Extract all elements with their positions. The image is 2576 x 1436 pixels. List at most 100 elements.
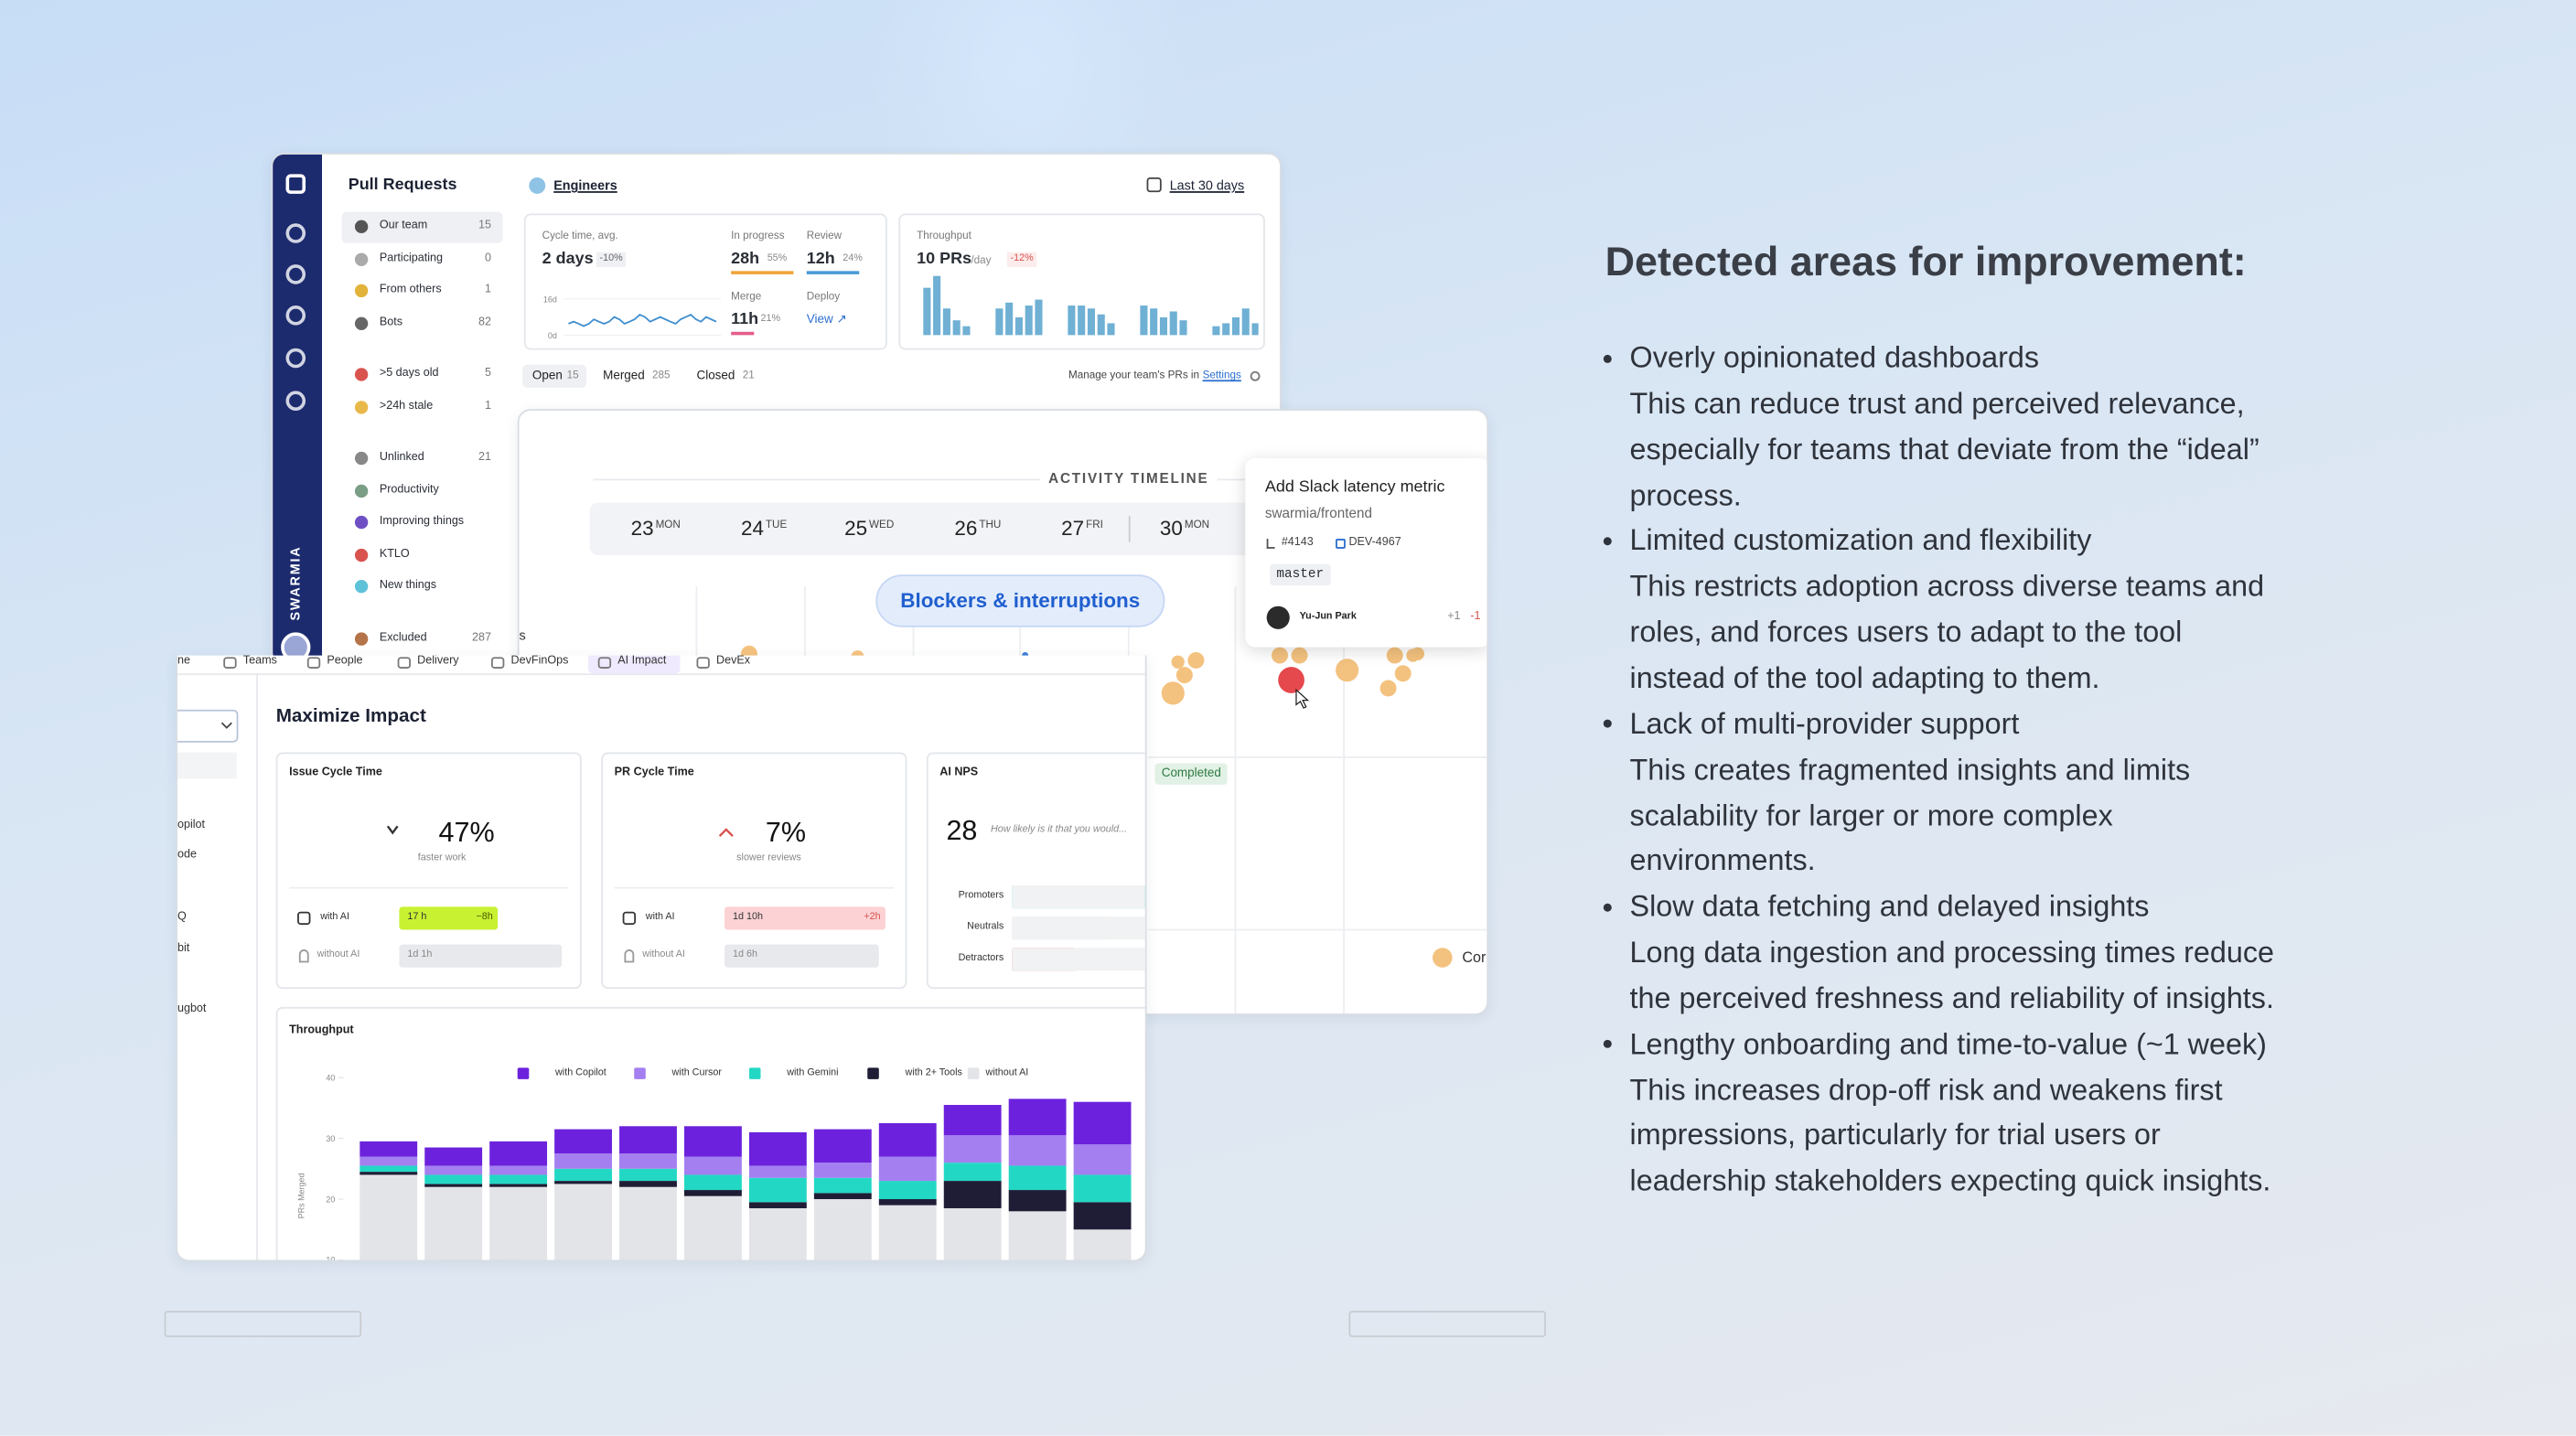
row-label: with AI [645,912,675,923]
activity-dot [1394,665,1411,682]
nav-label[interactable]: Improving things [379,515,465,528]
nav-label[interactable]: Bots [379,316,403,329]
bullet [1602,1040,1611,1049]
item-description: scalability for larger or more complex [1629,798,2113,832]
nav-label[interactable]: Our team [379,220,428,232]
nps-label: Promoters [958,891,1004,902]
bar-segment [360,1156,418,1166]
sidebar-item[interactable]: ugbot [177,1003,207,1015]
nav-label[interactable]: Productivity [379,484,439,497]
duration: 1d 10h [732,912,763,923]
nav-tab[interactable]: DevEx [716,655,751,668]
tab-label[interactable]: Closed [696,367,735,382]
sidebar-item[interactable]: opilot [177,820,206,831]
dropdown[interactable] [177,709,239,743]
nav-label[interactable]: >5 days old [379,368,439,380]
nav-label[interactable]: Unlinked [379,451,424,464]
nav-tab[interactable]: Teams [242,655,277,668]
legend-label: with Cursor [671,1068,723,1079]
period-selector[interactable]: Last 30 days [1169,177,1245,193]
nav-highlight [341,211,503,243]
stat-value: 28h [731,250,760,269]
item-title: Lack of multi-provider support [1629,707,2020,740]
activity-dot [1175,667,1193,684]
sidebar-item[interactable]: Q [177,911,187,924]
person-icon [298,949,309,963]
sidebar-highlight [177,752,237,779]
avatar [1266,605,1290,629]
nav-tab[interactable]: Delivery [417,655,459,668]
bar-segment [943,1135,1002,1163]
tab-label[interactable]: Merged [603,367,645,382]
item-description: Long data ingestion and processing times… [1629,936,2275,970]
nav-label[interactable]: Participating [379,252,444,265]
bar [1140,305,1148,336]
nav-label[interactable]: >24h stale [379,401,434,413]
nav-icon [696,657,710,669]
duration: 1d 6h [732,950,757,960]
section-title: ACTIVITY TIMELINE [1041,470,1216,488]
tab-label[interactable]: Open [531,367,563,382]
bar [1025,305,1033,336]
bar-segment [748,1165,807,1178]
sidebar-icon [285,174,306,194]
duration-bar [724,906,886,930]
bar [942,308,950,336]
nav-icon [354,368,369,381]
heading: Detected areas for improvement: [1605,239,2247,285]
stat-value[interactable]: View ↗ [806,311,847,327]
item-description: environments. [1629,844,1816,878]
bar-segment [683,1126,742,1157]
item-description: roles, and forces users to adapt to the … [1629,616,2183,648]
team-selector[interactable]: Engineers [553,177,617,193]
sidebar-icon [285,348,306,369]
bullet [1602,537,1611,546]
bullet [1602,903,1611,912]
nav-tab[interactable]: DevFinOps [510,655,569,668]
bar-segment [1073,1101,1132,1145]
nav-tab[interactable]: People [327,655,363,668]
tooltip-repo: swarmia/frontend [1264,504,1372,521]
bar [1222,323,1230,336]
item-description: This increases drop-off risk and weakens… [1629,1073,2223,1107]
day-weekday: MON [655,519,681,531]
sidebar-item[interactable]: bit [177,942,190,955]
nav-tab[interactable]: AI Impact [617,655,667,668]
nav-label[interactable]: Excluded [379,632,427,644]
nav-label[interactable]: New things [379,579,437,592]
bar-segment [424,1165,483,1175]
day-weekday: WED [869,519,895,531]
tooltip-branch: master [1270,563,1331,586]
activity-dot [1411,647,1425,660]
settings-link[interactable]: Settings [1202,370,1241,382]
bar-segment [619,1126,677,1154]
nav-icon [354,632,369,646]
activity-dot [1336,659,1359,682]
sidebar-item[interactable]: ode [177,849,197,862]
tab-active [522,364,587,388]
bar-segment [878,1199,937,1206]
bar-segment [619,1186,677,1260]
legend-swatch [967,1067,980,1079]
nav-label[interactable]: KTLO [379,548,410,561]
nav-label[interactable]: From others [379,284,442,296]
status-tag: Completed [1154,763,1229,785]
activity-dot [1187,651,1205,669]
bar-segment [1008,1135,1067,1166]
bar-segment [748,1207,807,1260]
nav-count: 1 [484,401,491,413]
day-separator [1128,515,1131,542]
change-badge: -10% [596,252,627,267]
card-value: 10 PRs [917,250,972,269]
stat-label: In progress [731,230,785,242]
nav-icon [354,252,369,266]
card-title: Issue Cycle Time [289,766,382,779]
nav-tab[interactable]: ne [177,655,190,668]
filter-pill[interactable]: Blockers & interruptions [875,574,1165,628]
bar-segment [813,1177,872,1194]
day-number: 23 [630,517,654,541]
item-description: the perceived freshness and reliability … [1629,981,2274,1015]
bar [1068,305,1076,336]
nav-count: 0 [484,252,491,265]
graphic: 40 30 20 10 [326,1073,1132,1260]
